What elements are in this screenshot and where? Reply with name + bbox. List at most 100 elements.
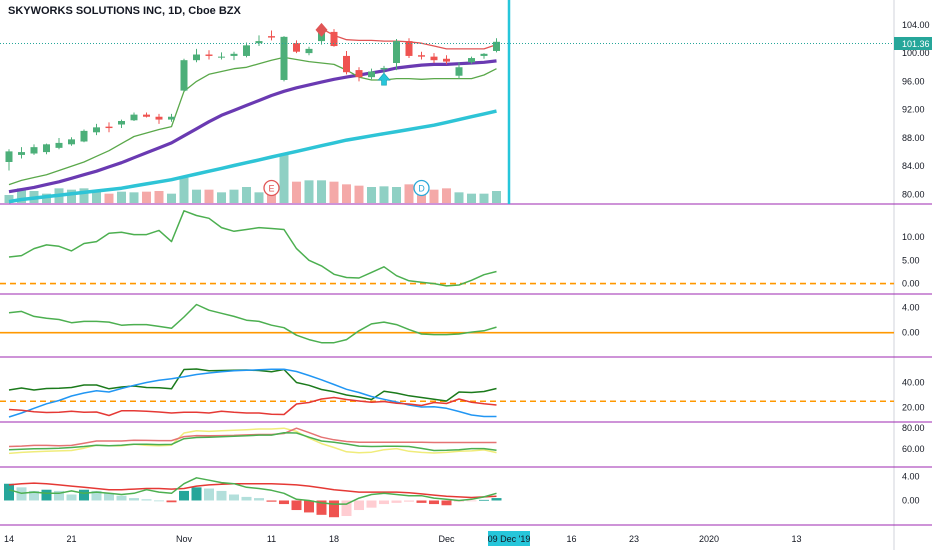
volume-bar-20 [254, 192, 264, 203]
date-label-3: 11 [267, 534, 276, 544]
volume-bar-10 [129, 192, 139, 203]
histogram-bar-14 [179, 490, 189, 501]
histogram-bar-38 [479, 499, 489, 501]
indicator-5-series-0 [8, 482, 497, 499]
histogram-bar-22 [279, 500, 289, 505]
candle-29 [368, 71, 375, 78]
histogram-bar-11 [141, 499, 152, 501]
price-tick-5: 100.00 [902, 48, 930, 58]
volume-bar-11 [142, 191, 151, 203]
candle-0 [5, 151, 13, 162]
volume-bar-32 [404, 184, 414, 203]
volume-bar-35 [442, 188, 451, 203]
candle-2 [30, 147, 38, 154]
indicator-4-tick-1: 80.00 [902, 423, 925, 433]
candle-20 [255, 41, 263, 44]
indicator-2-series-0 [8, 303, 497, 344]
indicator-3-series-0 [8, 368, 497, 402]
candle-17 [218, 56, 225, 58]
candle-19 [243, 45, 250, 56]
chart-title: SKYWORKS SOLUTIONS INC, 1D, Cboe BZX [8, 5, 242, 17]
volume-bar-28 [354, 185, 364, 203]
date-label-5: Dec [438, 534, 455, 544]
indicator-1-tick-2: 10.00 [902, 232, 925, 242]
volume-bar-16 [204, 189, 214, 203]
histogram-bar-18 [229, 494, 239, 501]
indicator-2-tick-1: 4.00 [902, 303, 920, 313]
candle-31 [393, 41, 400, 64]
date-label-7: 23 [629, 534, 639, 544]
histogram-bar-19 [241, 496, 252, 501]
price-tick-2: 88.00 [902, 133, 925, 143]
histogram-bar-0 [4, 483, 14, 501]
indicator-4-series-1 [8, 427, 497, 448]
date-label-1: 21 [66, 534, 76, 544]
indicator-4-series-0 [8, 427, 497, 455]
candle-33 [418, 55, 425, 57]
volume-bar-1 [17, 188, 26, 203]
price-tick-0: 80.00 [902, 190, 925, 200]
indicator-panels [0, 210, 894, 518]
date-label-9: 13 [791, 534, 801, 544]
histogram-bar-21 [266, 500, 277, 502]
price-tick-1: 84.00 [902, 161, 925, 171]
volume-bar-18 [229, 189, 239, 203]
date-label-0: 14 [4, 534, 14, 544]
volume-bar-21 [267, 191, 276, 203]
volume-bar-6 [79, 188, 89, 203]
candle-6 [80, 130, 88, 142]
candle-32 [405, 41, 413, 56]
histogram-bar-8 [104, 493, 114, 501]
price-axis: 80.00 84.00 88.00 92.00 96.00 100.00 104.00 101… [894, 20, 932, 505]
volume-bar-29 [367, 187, 376, 203]
cursor-date-label: 09 Dec '19 [488, 534, 531, 544]
volume-bar-17 [217, 192, 226, 203]
indicator-1-tick-0: 0.00 [902, 279, 920, 289]
marker-e: E [263, 179, 280, 197]
price-tick-6: 104.00 [902, 20, 930, 30]
volume-bar-31 [392, 187, 401, 203]
indicator-3-series-2 [8, 396, 497, 417]
histogram-bar-6 [79, 489, 89, 501]
histogram-bar-33 [416, 500, 427, 503]
candle-27 [343, 55, 350, 73]
histogram-bar-17 [216, 490, 227, 501]
candle-1 [18, 152, 25, 155]
volume-bar-38 [479, 193, 489, 203]
histogram-bar-16 [204, 488, 214, 501]
candle-23 [293, 43, 300, 52]
histogram-bar-2 [29, 490, 39, 501]
marker-circle-1 [413, 179, 430, 197]
candle-7 [93, 127, 100, 133]
histogram-bar-25 [316, 500, 327, 515]
indicator-5-tick-1: 4.00 [902, 472, 920, 482]
candle-26 [330, 31, 338, 47]
date-label-6: 16 [566, 534, 576, 544]
marker-d: D [413, 179, 430, 197]
histogram-bar-10 [129, 498, 139, 501]
candle-22 [280, 36, 288, 80]
histogram-bar-34 [429, 500, 439, 505]
sma-fast-line [8, 59, 497, 194]
indicator-3-tick-0: 20.00 [902, 403, 925, 413]
histogram-bar-15 [191, 487, 202, 501]
volume-bar-24 [304, 180, 314, 203]
candle-39 [493, 41, 500, 51]
histogram-bar-35 [441, 500, 452, 506]
volume-bar-25 [317, 180, 326, 203]
candle-35 [443, 58, 450, 62]
candle-9 [118, 120, 125, 125]
indicator-4-panel [8, 427, 497, 455]
sma-slow-line [8, 109, 497, 204]
candle-8 [105, 126, 113, 129]
histogram-bar-4 [54, 490, 64, 501]
candle-13 [168, 116, 175, 120]
histogram-bar-20 [254, 498, 264, 501]
volume-bar-39 [492, 191, 501, 203]
volume-bar-26 [329, 181, 339, 203]
histogram-bar-23 [291, 500, 302, 511]
candle-24 [305, 48, 313, 54]
volume-bar-5 [67, 189, 76, 203]
candle-34 [430, 56, 438, 61]
